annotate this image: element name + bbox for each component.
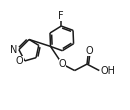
Text: O: O <box>58 59 66 69</box>
Text: F: F <box>58 10 64 20</box>
Text: O: O <box>16 56 24 66</box>
Text: OH: OH <box>100 66 115 76</box>
Text: N: N <box>10 45 17 55</box>
Text: O: O <box>85 46 93 56</box>
Text: N: N <box>10 45 17 55</box>
Text: O: O <box>16 56 24 66</box>
